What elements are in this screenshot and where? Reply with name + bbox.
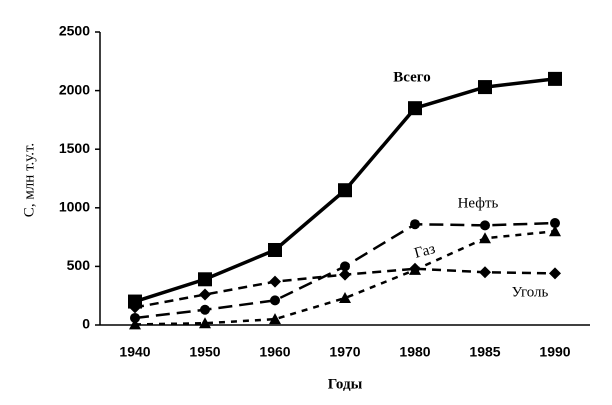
marker — [129, 318, 141, 330]
marker — [340, 261, 350, 272]
marker — [200, 304, 210, 315]
marker — [409, 262, 421, 275]
y-tick-label: 2000 — [59, 81, 90, 97]
x-axis-label: Годы — [328, 376, 363, 392]
marker — [410, 219, 420, 230]
y-tick-label: 1000 — [59, 199, 90, 215]
marker — [270, 295, 280, 306]
marker — [130, 312, 140, 323]
marker — [548, 71, 562, 86]
x-tick-label: 1990 — [539, 344, 570, 360]
series-label: Уголь — [512, 284, 549, 300]
x-tick-label: 1970 — [329, 344, 360, 360]
marker — [550, 218, 560, 229]
marker — [479, 232, 491, 244]
marker — [199, 288, 211, 301]
series-label: Газ — [413, 241, 437, 262]
marker — [129, 301, 141, 314]
marker — [338, 183, 352, 198]
marker — [269, 275, 281, 288]
y-tick-label: 2500 — [59, 23, 90, 39]
x-tick-label: 1940 — [119, 344, 150, 360]
marker — [480, 220, 490, 231]
marker — [408, 101, 422, 116]
marker — [268, 242, 282, 257]
x-tick-label: 1950 — [189, 344, 220, 360]
marker — [479, 266, 491, 279]
marker — [339, 268, 351, 281]
x-tick-label: 1985 — [469, 344, 500, 360]
y-tick-label: 500 — [67, 257, 91, 273]
x-tick-label: 1980 — [399, 344, 430, 360]
marker — [339, 292, 351, 304]
marker — [199, 317, 211, 329]
y-tick-label: 0 — [82, 316, 90, 332]
series-label: Всего — [393, 69, 430, 85]
marker — [549, 267, 561, 280]
marker — [478, 80, 492, 95]
marker — [198, 272, 212, 287]
series-label: Нефть — [458, 195, 499, 211]
marker — [269, 313, 281, 325]
marker — [549, 225, 561, 237]
y-axis-label: C, млн т.у.т. — [21, 143, 37, 217]
x-tick-label: 1960 — [259, 344, 290, 360]
y-tick-label: 1500 — [59, 140, 90, 156]
